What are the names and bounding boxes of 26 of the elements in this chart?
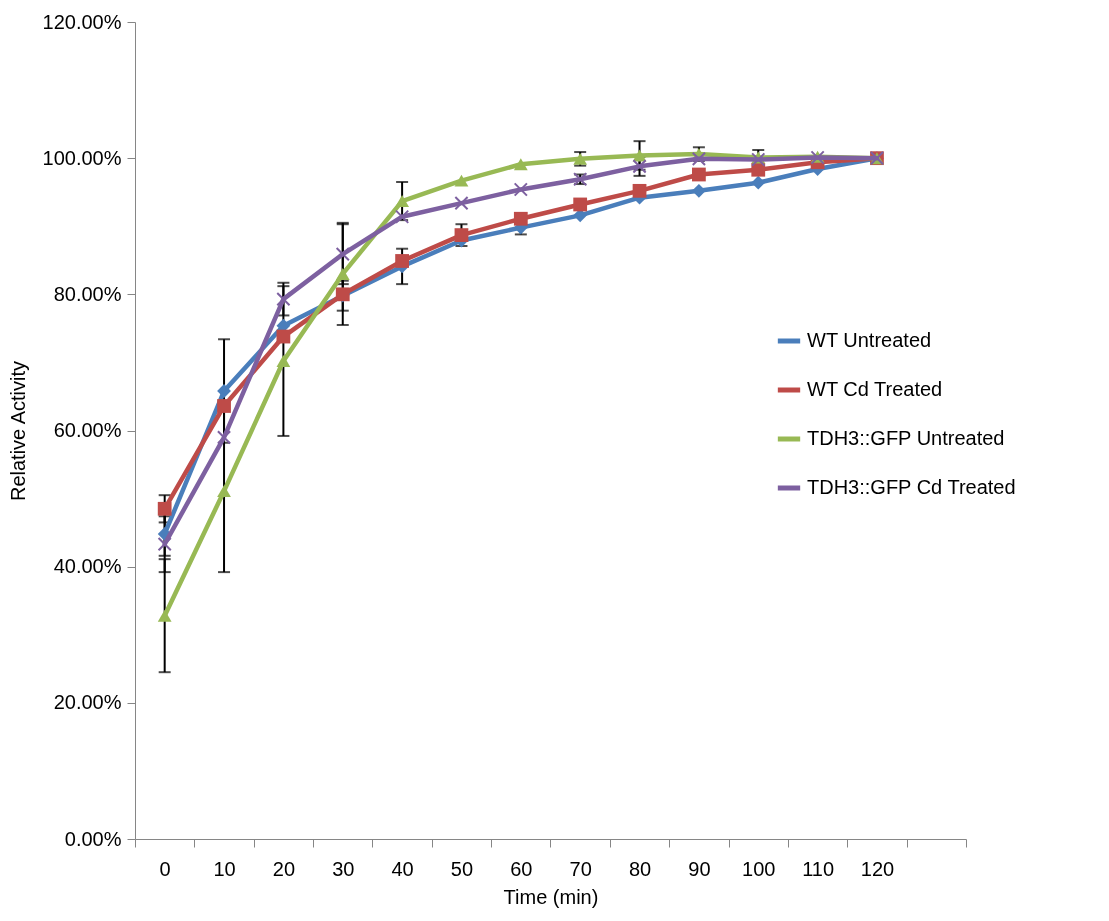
x-tick-label: 20 [272,857,296,880]
legend-label: WT Cd Treated [807,378,943,400]
y-axis-title: Relative Activity [6,360,29,502]
x-tick-label: 40 [391,857,414,880]
legend-label: TDH3::GFP Cd Treated [807,476,1016,498]
y-tick-label: 40.00% [53,555,122,578]
x-tick-label: 100 [742,857,776,880]
y-tick-label: 120.00% [42,10,122,33]
x-tick-label: 70 [569,857,592,880]
y-tick-label: 60.00% [53,419,122,441]
x-tick-label: 50 [450,857,474,880]
x-tick-label: 80 [628,857,652,880]
x-tick-label: 0 [159,857,171,880]
x-tick-label: 60 [510,857,533,880]
legend-label: TDH3::GFP Untreated [807,427,1005,449]
x-tick-label: 90 [688,857,711,880]
y-tick-label: 20.00% [53,691,122,714]
legend-label: WT Untreated [807,329,932,351]
x-tick-label: 120 [860,857,895,880]
y-tick-label: 0.00% [64,827,122,850]
x-axis-title: Time (min) [503,885,599,908]
y-tick-label: 100.00% [42,146,122,169]
x-tick-label: 110 [802,857,835,880]
y-tick-label: 80.00% [53,282,122,305]
x-tick-label: 10 [213,857,236,880]
x-tick-label: 30 [332,857,355,880]
